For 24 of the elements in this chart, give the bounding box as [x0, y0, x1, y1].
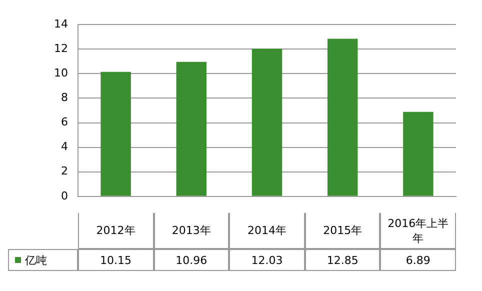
y-tick-label: 10	[54, 66, 68, 80]
y-tick-label: 14	[54, 17, 68, 30]
bar	[100, 72, 131, 196]
legend-label: 亿吨	[25, 252, 47, 268]
data-label: 10.15	[78, 249, 154, 271]
x-tick-label: 2015年	[304, 213, 380, 249]
data-label: 12.85	[304, 249, 380, 271]
y-tick-label: 0	[61, 189, 68, 202]
y-tick-label: 12	[54, 42, 68, 55]
y-tick-label: 6	[61, 116, 68, 129]
data-label: 6.89	[380, 249, 456, 271]
bar	[403, 112, 434, 196]
bar	[176, 62, 207, 196]
y-tick-label: 4	[61, 140, 68, 154]
data-label: 12.03	[229, 249, 305, 271]
bar	[252, 48, 282, 196]
x-tick-label: 2016年上半年	[380, 213, 456, 249]
data-label: 10.96	[154, 249, 230, 271]
y-tick-label: 2	[61, 164, 68, 178]
x-tick-label: 2014年	[229, 213, 305, 249]
bar	[327, 38, 358, 196]
x-tick-label: 2012年	[78, 213, 154, 249]
y-tick-label: 8	[61, 91, 68, 104]
x-tick-label: 2013年	[154, 213, 230, 249]
